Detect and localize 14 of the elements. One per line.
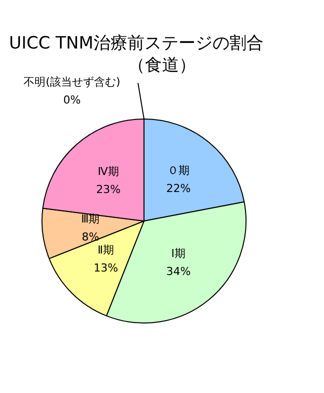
- data-label: 23%: [96, 182, 121, 196]
- data-label: 13%: [94, 262, 118, 275]
- slice-label: Ⅳ期: [98, 164, 119, 178]
- category-label: 不明(該当せず含む): [24, 76, 120, 88]
- slice-label: Ⅲ期: [81, 212, 100, 226]
- slice-label: Ⅱ期: [98, 244, 114, 257]
- chart-title: UICC TNM治療前ステージの割合: [9, 34, 264, 54]
- chart-subtitle: （食道）: [128, 56, 196, 76]
- text: 0%: [63, 94, 81, 106]
- data-label: 34%: [166, 265, 191, 278]
- slice-label: ０期: [167, 164, 190, 177]
- data-label: 22%: [166, 182, 191, 195]
- data-label: 8%: [82, 230, 100, 244]
- slice-label: Ⅰ期: [171, 247, 186, 260]
